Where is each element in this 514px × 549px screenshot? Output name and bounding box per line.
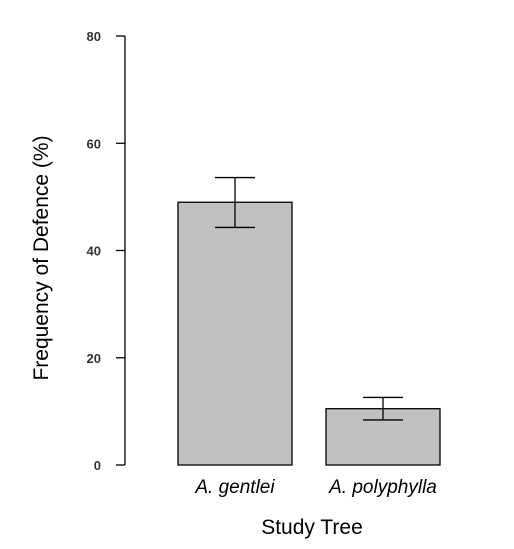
x-category-label: A. polyphylla xyxy=(328,477,437,498)
y-tick-label: 0 xyxy=(94,458,101,473)
y-tick-label: 80 xyxy=(87,29,101,44)
y-tick-label: 40 xyxy=(87,244,101,259)
x-category-label: A. gentlei xyxy=(194,477,275,498)
bar xyxy=(177,201,293,466)
y-tick-label: 20 xyxy=(87,351,101,366)
x-axis-labels: A. gentlei A. polyphylla xyxy=(194,477,436,498)
y-axis: 0 20 40 60 80 xyxy=(87,29,126,473)
bars xyxy=(177,201,441,466)
y-tick-label: 60 xyxy=(87,136,101,151)
x-axis-label: Study Tree xyxy=(261,516,363,539)
y-axis-label: Frequency of Defence (%) xyxy=(30,135,53,380)
error-bars xyxy=(215,176,403,421)
